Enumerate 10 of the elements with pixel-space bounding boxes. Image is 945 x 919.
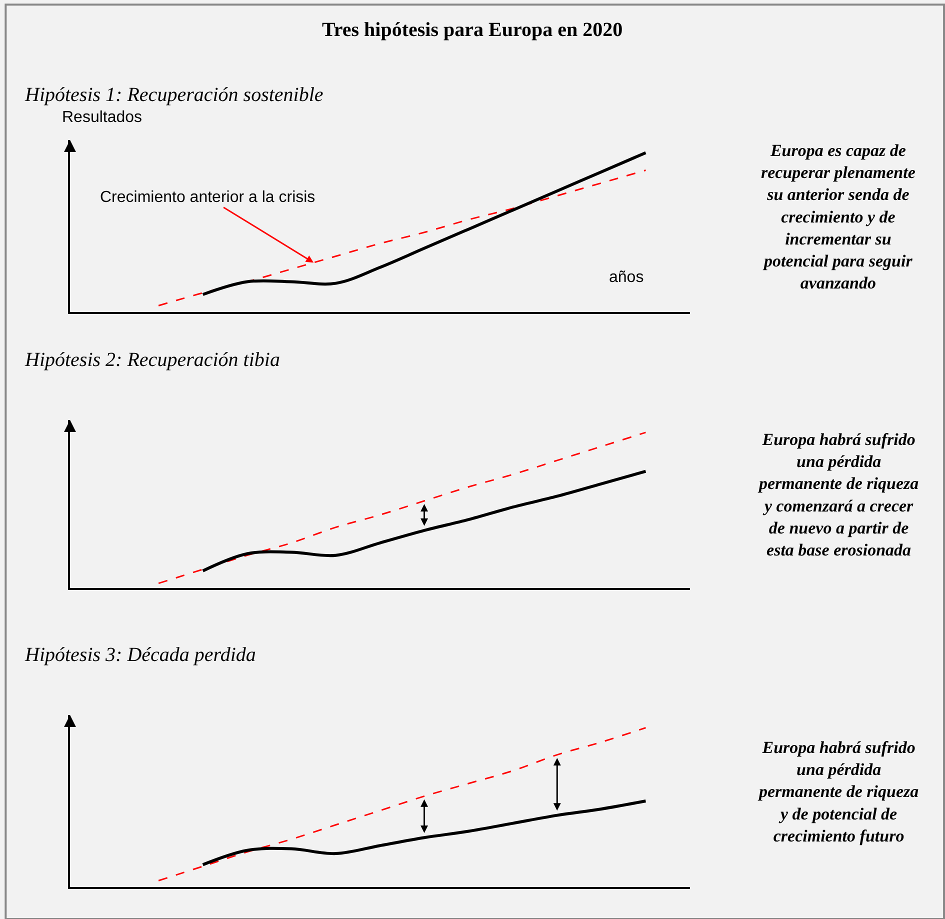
- chart-title: Tres hipótesis para Europa en 2020: [322, 19, 623, 41]
- y-axis-title: Resultados: [62, 109, 142, 126]
- chart-title: Hipótesis 3: Década perdida: [24, 644, 256, 666]
- annotation: Crecimiento anterior a la crisis: [100, 189, 316, 206]
- chart-title: Hipótesis 2: Recuperación tibia: [24, 349, 280, 371]
- text: Europa es capaz de recuperar plenamente su anterior senda de crecimiento y de incrementar su potencial para seguir avanzando: [761, 141, 916, 293]
- text: Europa habrá sufrido una pérdida permanente de riqueza y de potencial de crecimiento futuro: [757, 738, 920, 846]
- chart-subtitle: Hipótesis 1: Recuperación sostenible: [24, 84, 324, 106]
- text: Europa habrá sufrido una pérdida permanente de riqueza y comenzará a crecer de nuevo a partir de esta base erosionada: [757, 430, 920, 560]
- x-axis-title: años: [609, 269, 644, 286]
